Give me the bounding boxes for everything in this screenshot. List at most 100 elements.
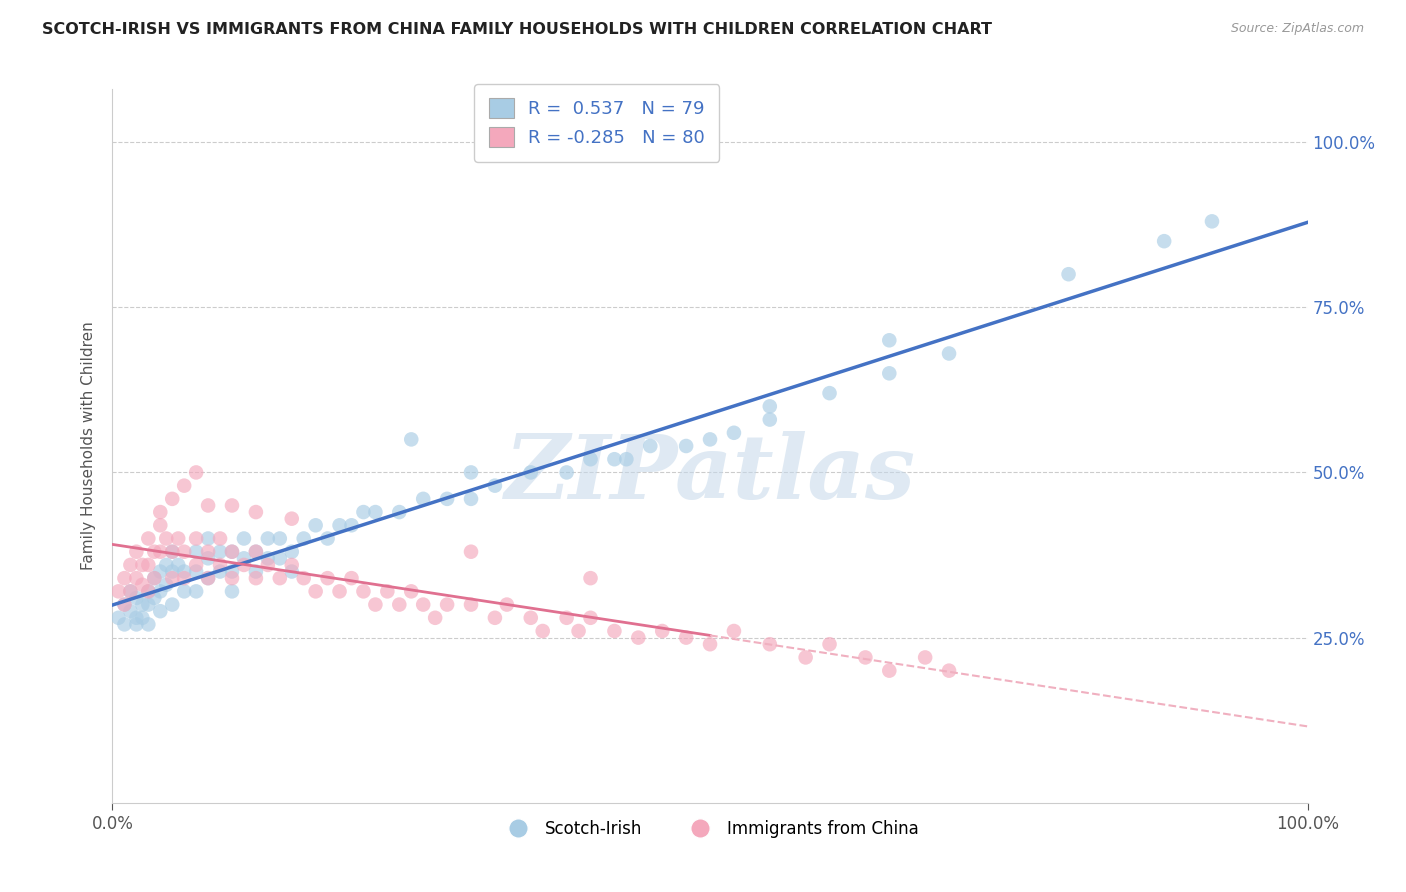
Point — [233, 551, 256, 566]
Point — [186, 584, 208, 599]
Point — [114, 571, 135, 585]
Point — [173, 478, 195, 492]
Point — [125, 611, 148, 625]
Point — [1201, 214, 1223, 228]
Point — [818, 386, 841, 401]
Point — [340, 571, 363, 585]
Point — [186, 532, 208, 546]
Point — [305, 584, 328, 599]
Point — [1057, 267, 1080, 281]
Point — [125, 545, 148, 559]
Point — [197, 545, 219, 559]
Point — [186, 565, 208, 579]
Point — [173, 565, 195, 579]
Point — [616, 452, 638, 467]
Point — [186, 545, 208, 559]
Point — [209, 545, 232, 559]
Point — [143, 591, 166, 605]
Point — [233, 532, 256, 546]
Point — [162, 565, 183, 579]
Point — [221, 545, 243, 559]
Point — [149, 565, 172, 579]
Point — [162, 545, 183, 559]
Point — [131, 611, 153, 625]
Point — [245, 545, 267, 559]
Point — [143, 571, 166, 585]
Point — [329, 584, 352, 599]
Point — [114, 598, 135, 612]
Point — [401, 433, 423, 447]
Point — [125, 571, 148, 585]
Point — [162, 545, 183, 559]
Point — [197, 571, 219, 585]
Point — [221, 571, 243, 585]
Point — [221, 545, 243, 559]
Point — [197, 571, 219, 585]
Point — [938, 664, 960, 678]
Point — [281, 511, 304, 525]
Point — [125, 591, 148, 605]
Point — [292, 532, 315, 546]
Point — [699, 433, 721, 447]
Point — [914, 650, 936, 665]
Y-axis label: Family Households with Children: Family Households with Children — [80, 322, 96, 570]
Point — [364, 598, 387, 612]
Point — [120, 558, 142, 572]
Point — [436, 491, 458, 506]
Point — [460, 598, 482, 612]
Point — [125, 617, 148, 632]
Point — [257, 532, 280, 546]
Point — [496, 598, 519, 612]
Point — [221, 499, 243, 513]
Point — [209, 532, 232, 546]
Point — [579, 611, 602, 625]
Point — [245, 571, 267, 585]
Point — [221, 584, 243, 599]
Point — [388, 505, 411, 519]
Point — [138, 617, 160, 632]
Point — [305, 518, 328, 533]
Point — [651, 624, 673, 638]
Point — [579, 452, 602, 467]
Point — [209, 565, 232, 579]
Point — [138, 584, 160, 599]
Point — [155, 578, 177, 592]
Point — [484, 611, 506, 625]
Point — [879, 367, 901, 381]
Point — [855, 650, 877, 665]
Point — [460, 545, 482, 559]
Point — [568, 624, 591, 638]
Point — [627, 631, 650, 645]
Point — [460, 466, 482, 480]
Text: Source: ZipAtlas.com: Source: ZipAtlas.com — [1230, 22, 1364, 36]
Point — [675, 631, 697, 645]
Point — [155, 532, 177, 546]
Point — [197, 551, 219, 566]
Text: SCOTCH-IRISH VS IMMIGRANTS FROM CHINA FAMILY HOUSEHOLDS WITH CHILDREN CORRELATIO: SCOTCH-IRISH VS IMMIGRANTS FROM CHINA FA… — [42, 22, 993, 37]
Point — [167, 558, 190, 572]
Point — [162, 491, 183, 506]
Point — [138, 598, 160, 612]
Point — [107, 611, 129, 625]
Point — [138, 558, 160, 572]
Point — [221, 565, 243, 579]
Point — [329, 518, 352, 533]
Point — [377, 584, 399, 599]
Point — [759, 400, 782, 414]
Point — [173, 584, 195, 599]
Point — [938, 346, 960, 360]
Point — [131, 558, 153, 572]
Point — [281, 565, 304, 579]
Point — [579, 571, 602, 585]
Point — [269, 532, 291, 546]
Point — [759, 637, 782, 651]
Point — [186, 466, 208, 480]
Point — [138, 584, 160, 599]
Point — [818, 637, 841, 651]
Point — [603, 624, 626, 638]
Point — [245, 565, 267, 579]
Point — [555, 611, 578, 625]
Point — [149, 604, 172, 618]
Point — [520, 611, 543, 625]
Point — [723, 624, 745, 638]
